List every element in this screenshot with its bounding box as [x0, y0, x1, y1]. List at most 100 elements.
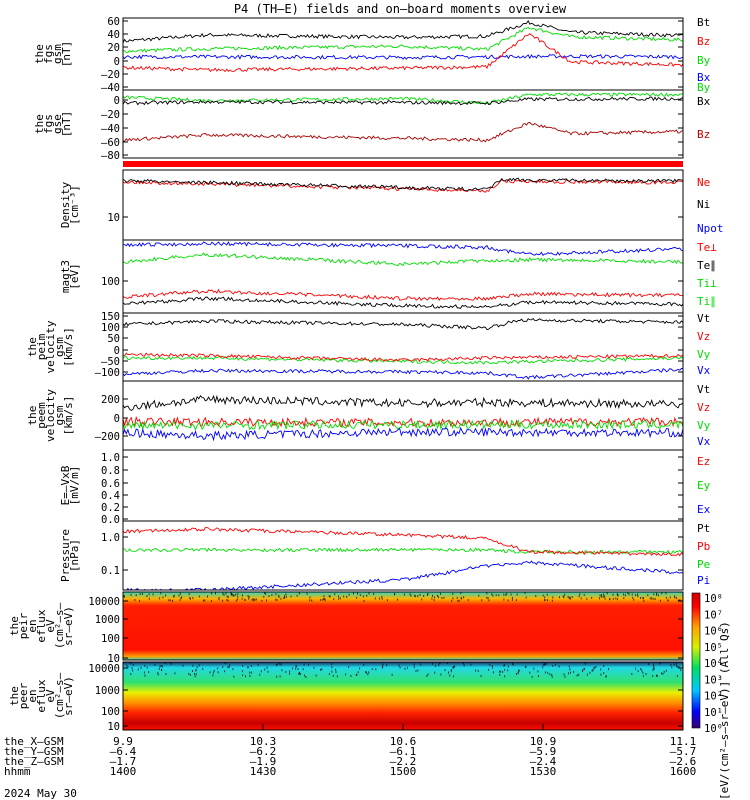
pressure-legend-1: Pb	[697, 540, 710, 553]
electron_spectrogram-speckle	[259, 673, 261, 676]
ion_spectrogram-speckle	[275, 593, 277, 596]
ion_spectrogram-speckle	[324, 597, 326, 600]
pressure-legend-3: Pi	[697, 574, 710, 587]
ion_spectrogram-speckle	[179, 599, 181, 602]
colorbar-tick-label: 10⁰	[704, 723, 723, 735]
electron_spectrogram-speckle	[489, 663, 491, 666]
ion_velocity-series-line	[123, 355, 683, 365]
electron_spectrogram-speckle	[475, 669, 477, 672]
density-legend-0: Ne	[697, 176, 710, 189]
ion_spectrogram-speckle	[159, 597, 161, 600]
ion_spectrogram-speckle	[467, 599, 469, 601]
ion_velocity-legend-2: Vy	[697, 348, 711, 361]
ion_spectrogram-speckle	[478, 594, 480, 597]
temperature-ytick-label: 100	[101, 276, 120, 288]
electron_spectrogram-speckle	[449, 674, 451, 677]
electron_spectrogram-speckle	[295, 667, 297, 670]
ion_spectrogram-speckle	[649, 597, 651, 600]
ion_velocity-legend-0: Vt	[697, 312, 710, 325]
electron_spectrogram-speckle	[653, 667, 655, 670]
electron_spectrogram-speckle	[670, 664, 672, 666]
ion_spectrogram-speckle	[443, 596, 445, 599]
ion_spectrogram-speckle	[481, 599, 483, 602]
ion_spectrogram-speckle	[679, 599, 680, 602]
electron_spectrogram-speckle	[549, 673, 551, 676]
electron_spectrogram-speckle	[637, 670, 639, 673]
electron_spectrogram-ytick-label: 10	[107, 721, 120, 733]
ion_spectrogram-speckle	[487, 597, 489, 600]
electron_spectrogram-speckle	[665, 669, 667, 672]
density-ylabel: Density	[59, 181, 72, 228]
electron_velocity-ylabel: the	[26, 406, 39, 426]
temperature-legend-1: Te∥	[697, 259, 716, 272]
ion_spectrogram-speckle	[160, 592, 162, 595]
electron_spectrogram-speckle	[595, 665, 597, 668]
ion_spectrogram-speckle	[495, 594, 497, 596]
electron_spectrogram-speckle	[368, 671, 370, 674]
electron_spectrogram-speckle	[640, 668, 642, 670]
mode-bar	[123, 161, 683, 167]
ion_spectrogram-speckle	[130, 593, 132, 596]
electron_spectrogram-speckle	[586, 673, 588, 676]
electron_spectrogram-ylabel: sr–eV)	[62, 676, 75, 716]
electron_spectrogram-speckle	[127, 666, 129, 669]
axis-row-value: –5.7	[670, 745, 697, 758]
ion_spectrogram-speckle	[600, 595, 602, 598]
ion_spectrogram-speckle	[198, 595, 200, 598]
efield-ytick-label: 0.6	[101, 478, 120, 490]
electron_spectrogram-speckle	[480, 674, 482, 677]
ion_spectrogram-speckle	[397, 598, 398, 601]
ion_velocity-ytick-label: 0	[114, 345, 120, 357]
electron_spectrogram-speckle	[537, 670, 539, 673]
electron_spectrogram-speckle	[227, 666, 229, 669]
electron_spectrogram-speckle	[196, 666, 198, 669]
pressure-ylabel: Pressure	[59, 529, 72, 582]
ion_spectrogram-speckle	[123, 595, 125, 597]
pressure-series-line	[123, 527, 683, 557]
chart-title: P4 (TH–E) fields and on–board moments ov…	[234, 2, 567, 16]
electron_spectrogram-speckle	[564, 675, 566, 678]
electron_spectrogram-speckle	[427, 673, 429, 676]
fgs_gsm-series-line	[123, 26, 683, 54]
electron_spectrogram-speckle	[551, 673, 553, 676]
ion_spectrogram-speckle	[525, 596, 527, 599]
electron_spectrogram-speckle	[212, 671, 214, 674]
electron_spectrogram-speckle	[578, 673, 580, 676]
electron_spectrogram-speckle	[452, 666, 454, 669]
ion_velocity-series-line	[123, 317, 683, 331]
electron_velocity-ylabel: velocity	[44, 389, 57, 442]
axis-row-value: 1400	[110, 765, 137, 778]
electron_spectrogram-speckle	[386, 664, 388, 667]
ion_spectrogram-speckle	[515, 599, 517, 602]
ion_spectrogram-speckle	[659, 599, 661, 602]
fgs_gsm-legend-1: Bz	[697, 35, 710, 48]
ion_spectrogram-speckle	[278, 596, 280, 599]
axis-row-value: 1430	[250, 765, 277, 778]
axis-row-label: the_Z–GSM	[4, 755, 64, 768]
fgs_gse-ytick-label: 0	[114, 95, 120, 107]
electron_spectrogram-speckle	[600, 668, 602, 671]
electron_spectrogram-speckle	[144, 674, 146, 677]
ion_spectrogram-speckle	[139, 599, 140, 602]
electron_velocity-legend-2: Vy	[697, 419, 711, 432]
ion_spectrogram-speckle	[386, 599, 388, 602]
ion_spectrogram-speckle	[210, 600, 212, 602]
ion_velocity-ytick-label: 100	[101, 322, 120, 334]
ion_spectrogram-speckle	[580, 597, 582, 600]
electron_spectrogram-ylabel: the	[8, 686, 21, 706]
electron_spectrogram-speckle	[594, 666, 596, 669]
ion_spectrogram-speckle	[276, 599, 278, 601]
electron_spectrogram-speckle	[350, 674, 352, 677]
electron_spectrogram-speckle	[170, 662, 172, 665]
electron_spectrogram-speckle	[605, 675, 607, 678]
ion_spectrogram-speckle	[275, 598, 277, 601]
efield-ytick-label: 1.0	[101, 452, 120, 464]
ion_spectrogram-speckle	[604, 597, 606, 600]
electron_velocity-frame	[122, 380, 684, 451]
electron_spectrogram-speckle	[432, 662, 434, 665]
electron_spectrogram-speckle	[140, 666, 142, 669]
ion_spectrogram-speckle	[394, 593, 396, 596]
ion_spectrogram-speckle	[264, 592, 265, 595]
electron_velocity-legend-1: Vz	[697, 401, 710, 414]
electron_spectrogram-speckle	[130, 673, 132, 676]
